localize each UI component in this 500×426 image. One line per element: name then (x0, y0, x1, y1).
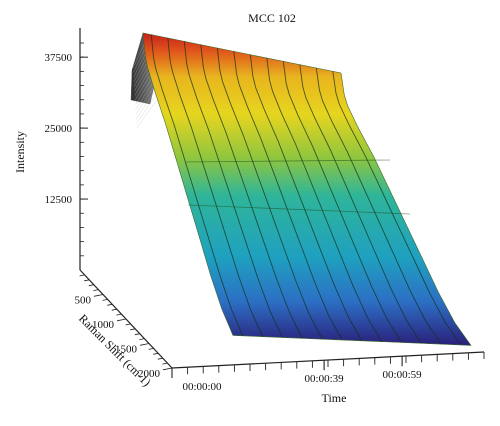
y-major-tick (116, 318, 127, 322)
surface-ridge (216, 47, 323, 340)
surface-ridge-lines (150, 34, 462, 346)
x-axis-tick-labels: 00:00:00 00:00:39 00:00:59 (182, 369, 422, 393)
z-tick-label: 37500 (45, 52, 73, 64)
y-minor-tick (93, 289, 99, 291)
surface-ridge (183, 41, 284, 338)
y-major-tick (93, 294, 104, 297)
y-minor-tick (153, 352, 159, 355)
y-tick-label: 2000 (138, 368, 161, 380)
y-minor-tick (157, 357, 163, 360)
y-tick-label: 500 (75, 295, 92, 307)
intensity-surface (142, 32, 472, 346)
surface-ridge (249, 54, 363, 342)
side-face-line (136, 95, 160, 128)
y-minor-tick (116, 313, 122, 316)
chart-title: MCC 102 (248, 11, 296, 25)
x-axis-label: Time (322, 391, 347, 405)
y-major-tick (162, 367, 173, 371)
y-minor-tick (79, 274, 85, 277)
surface-ridge (200, 44, 303, 339)
y-minor-tick (102, 299, 108, 301)
surface-ridge (266, 57, 383, 342)
x-axis-ticks (171, 352, 485, 378)
surface-step-lower (187, 204, 411, 215)
y-minor-tick (125, 323, 131, 326)
y-axis-ticks (79, 274, 173, 371)
x-tick-label: 00:00:59 (383, 369, 423, 381)
surface-ridge (299, 64, 422, 344)
x-tick-label: 00:00:39 (305, 373, 345, 385)
side-face-line (136, 91, 160, 124)
y-minor-tick (148, 348, 154, 350)
y-minor-tick (134, 333, 140, 336)
surface-ridge (150, 34, 244, 337)
y-minor-tick (130, 328, 136, 331)
y-tick-label: 1500 (115, 344, 138, 356)
surface-ridge (332, 71, 462, 346)
surface-step-upper (185, 159, 391, 163)
surface-ridge (282, 61, 402, 343)
surface-ridge (167, 37, 264, 337)
z-tick-label: 25000 (45, 123, 73, 135)
y-major-tick (139, 343, 150, 346)
y-minor-tick (107, 303, 113, 306)
y-minor-tick (88, 284, 94, 287)
z-axis-label: Intensity (13, 131, 27, 173)
y-axis-label: Raman Shift (cm-1) (76, 311, 154, 389)
surface-ridge (315, 67, 442, 345)
y-minor-tick (111, 308, 117, 311)
y-minor-tick (162, 362, 168, 365)
y-minor-tick (84, 279, 90, 282)
z-axis-ticks (80, 42, 88, 257)
z-axis-tick-labels: 37500 25000 12500 (45, 52, 73, 206)
y-tick-label: 1000 (92, 319, 115, 331)
x-tick-label: 00:00:00 (182, 381, 222, 393)
z-tick-label: 12500 (45, 194, 73, 206)
side-face-line (136, 86, 159, 119)
surface-ridge (233, 51, 343, 341)
y-minor-tick (139, 338, 145, 340)
